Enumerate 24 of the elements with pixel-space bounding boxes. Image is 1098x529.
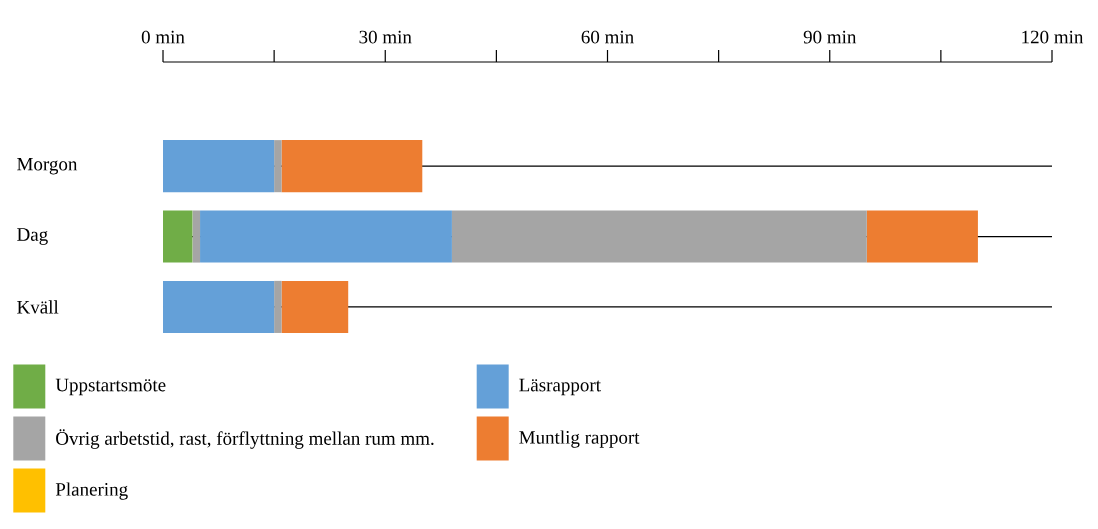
y-tick-label: Dag [17, 228, 48, 245]
legend-label: Läsrapport [519, 378, 601, 396]
legend-label: Övrig arbetstid, rast, förflyttning mellan rum mm. [56, 429, 434, 449]
x-tick-label: 120 min [1022, 30, 1084, 44]
bar [451, 210, 867, 263]
legend-label: Uppstartsmöte [55, 378, 166, 396]
x-tick-label: 90 min [803, 30, 857, 44]
bar [192, 210, 201, 263]
legend-label: Muntlig rapport [519, 430, 640, 448]
x-tick-label: 30 min [359, 30, 412, 44]
x-tick-label: 0 min [141, 30, 185, 44]
y-tick-label: Kväll [17, 300, 59, 314]
bar [281, 140, 423, 193]
bar [163, 210, 193, 263]
bar [866, 210, 978, 263]
bar [274, 280, 282, 333]
x-tick-label: 60 min [581, 30, 634, 44]
legend-label: Planering [55, 482, 128, 500]
bar [163, 140, 275, 193]
bar [200, 210, 452, 263]
bar [163, 280, 275, 333]
bar [274, 140, 282, 193]
y-tick-label: Morgon [17, 157, 78, 175]
bar [281, 280, 349, 333]
